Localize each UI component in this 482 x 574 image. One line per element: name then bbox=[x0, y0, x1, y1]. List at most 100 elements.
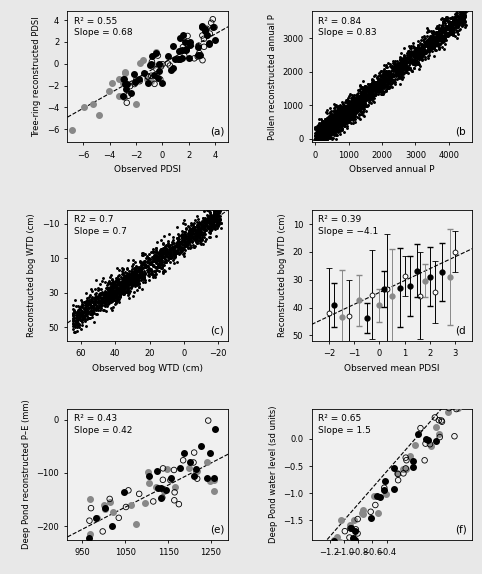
Point bbox=[328, 125, 335, 134]
Point bbox=[435, 416, 442, 425]
Point bbox=[210, 211, 218, 220]
Point bbox=[352, 98, 360, 107]
Point bbox=[458, 4, 466, 13]
Point bbox=[81, 304, 89, 313]
Point bbox=[339, 113, 347, 122]
Point bbox=[353, 94, 361, 103]
Point bbox=[173, 246, 180, 255]
Point bbox=[397, 64, 405, 73]
Point bbox=[380, 66, 388, 75]
Point bbox=[70, 307, 78, 316]
Point bbox=[136, 263, 144, 273]
Point bbox=[414, 51, 421, 60]
Point bbox=[343, 104, 350, 114]
Point bbox=[337, 118, 345, 127]
Point bbox=[85, 308, 93, 317]
Point bbox=[361, 92, 369, 102]
Point bbox=[354, 86, 362, 95]
Point bbox=[386, 68, 393, 77]
Point bbox=[102, 300, 110, 309]
Point bbox=[403, 63, 411, 72]
Point bbox=[326, 124, 334, 133]
Point bbox=[417, 49, 425, 58]
Point bbox=[173, 241, 181, 250]
Point bbox=[324, 123, 332, 132]
Point bbox=[313, 122, 321, 131]
Point bbox=[344, 104, 351, 113]
Point bbox=[153, 254, 161, 263]
Point bbox=[338, 107, 346, 116]
Point bbox=[361, 92, 368, 101]
Point bbox=[121, 280, 129, 289]
Point bbox=[108, 290, 116, 299]
Point bbox=[384, 62, 391, 71]
Point bbox=[349, 111, 357, 120]
Point bbox=[106, 498, 114, 507]
Point bbox=[356, 97, 364, 106]
Point bbox=[111, 291, 119, 300]
Point bbox=[434, 31, 442, 40]
Point bbox=[162, 247, 170, 257]
Point bbox=[125, 270, 133, 280]
Point bbox=[89, 301, 97, 310]
Point bbox=[315, 127, 322, 137]
Point bbox=[79, 314, 87, 323]
Point bbox=[337, 111, 345, 121]
Point bbox=[402, 64, 409, 73]
Point bbox=[319, 558, 326, 567]
Point bbox=[207, 213, 214, 222]
Point bbox=[328, 110, 335, 119]
Point bbox=[125, 274, 133, 284]
Point bbox=[321, 546, 328, 555]
Point bbox=[362, 96, 370, 105]
Point bbox=[327, 113, 335, 122]
Point bbox=[72, 317, 80, 327]
Point bbox=[316, 134, 324, 144]
Point bbox=[332, 101, 340, 110]
Point bbox=[316, 131, 324, 141]
Point bbox=[165, 249, 173, 258]
Point bbox=[163, 246, 171, 255]
Point bbox=[351, 535, 359, 544]
Point bbox=[428, 44, 436, 53]
Point bbox=[342, 110, 349, 119]
Point bbox=[321, 127, 329, 137]
Point bbox=[371, 85, 379, 94]
Point bbox=[434, 33, 442, 42]
Point bbox=[359, 508, 366, 517]
Point bbox=[342, 109, 350, 118]
Point bbox=[332, 107, 339, 116]
Point bbox=[323, 123, 331, 133]
Point bbox=[207, 214, 214, 223]
Point bbox=[441, 28, 448, 37]
Point bbox=[134, 280, 141, 289]
Point bbox=[359, 86, 367, 95]
Point bbox=[437, 34, 445, 44]
Point bbox=[122, 84, 130, 93]
Point bbox=[329, 115, 337, 124]
Point bbox=[346, 108, 353, 117]
Point bbox=[333, 113, 341, 122]
Point bbox=[456, 17, 464, 26]
Point bbox=[411, 59, 418, 68]
Point bbox=[195, 218, 203, 227]
Point bbox=[181, 234, 189, 243]
Point bbox=[94, 304, 102, 313]
Point bbox=[394, 66, 402, 75]
Point bbox=[416, 50, 424, 59]
Point bbox=[82, 305, 90, 314]
Point bbox=[129, 273, 137, 282]
Point bbox=[117, 278, 124, 288]
Point bbox=[361, 92, 369, 101]
Point bbox=[346, 103, 354, 112]
Point bbox=[317, 126, 325, 135]
Point bbox=[372, 79, 380, 88]
Point bbox=[123, 283, 131, 292]
Point bbox=[315, 134, 322, 144]
Point bbox=[203, 211, 211, 220]
Point bbox=[425, 40, 432, 49]
Point bbox=[318, 133, 325, 142]
Point bbox=[181, 38, 188, 47]
Point bbox=[180, 235, 188, 245]
Point bbox=[442, 23, 450, 32]
